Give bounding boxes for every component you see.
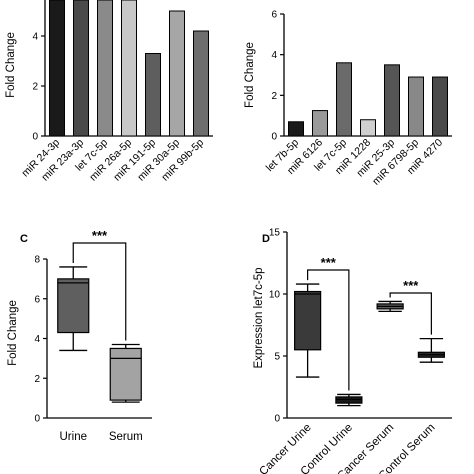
y-axis-label: Expression let7c-5p xyxy=(253,268,265,369)
x-tick-label: Serum xyxy=(109,431,143,443)
y-tick-label: 0 xyxy=(271,132,277,143)
significance-label: *** xyxy=(403,278,419,293)
significance-label: *** xyxy=(92,228,108,243)
y-tick-label: 0 xyxy=(34,414,40,425)
y-axis-label: Fold Change xyxy=(7,300,19,366)
bar xyxy=(97,0,113,137)
x-tick-label: Urine xyxy=(60,431,87,443)
bar xyxy=(432,76,448,137)
y-tick-label: 0 xyxy=(274,414,280,425)
panel-3: 0 2 4 6 8 Fold Change C Urine Serum *** xyxy=(7,228,152,443)
significance-label: *** xyxy=(321,255,337,270)
panel-letter: D xyxy=(262,233,270,245)
significance-bracket xyxy=(72,242,127,341)
bar xyxy=(73,0,89,137)
bar xyxy=(384,64,400,137)
y-tick-label: 5 xyxy=(274,352,280,363)
y-tick-label: 8 xyxy=(34,255,40,266)
bar xyxy=(193,30,209,137)
panel-letter: C xyxy=(20,233,28,245)
y-tick-label: 4 xyxy=(34,334,40,345)
y-tick-label: 10 xyxy=(269,290,281,301)
y-tick-label: 2 xyxy=(32,82,38,93)
bar xyxy=(145,53,161,137)
bar xyxy=(408,76,424,137)
y-tick-label: 4 xyxy=(271,50,277,61)
y-tick-label: 15 xyxy=(269,228,281,239)
bar xyxy=(288,121,304,137)
y-tick-label: 0 xyxy=(32,132,38,143)
bar xyxy=(49,0,65,137)
bar xyxy=(360,119,376,137)
box xyxy=(109,347,142,401)
bar xyxy=(336,62,352,137)
y-tick-label: 2 xyxy=(271,91,277,102)
y-axis-label: Fold Change xyxy=(5,32,17,98)
y-tick-label: 2 xyxy=(34,374,40,385)
significance-bracket xyxy=(307,269,350,391)
y-axis-label: Fold Change xyxy=(244,42,256,108)
box xyxy=(57,278,90,334)
y-tick-label: 4 xyxy=(32,32,38,43)
bar xyxy=(312,110,328,137)
y-tick-label: 6 xyxy=(34,294,40,305)
significance-bracket xyxy=(389,292,432,335)
bar xyxy=(169,10,185,137)
box xyxy=(294,290,322,351)
bar xyxy=(121,0,137,137)
y-tick-label: 6 xyxy=(271,10,277,21)
